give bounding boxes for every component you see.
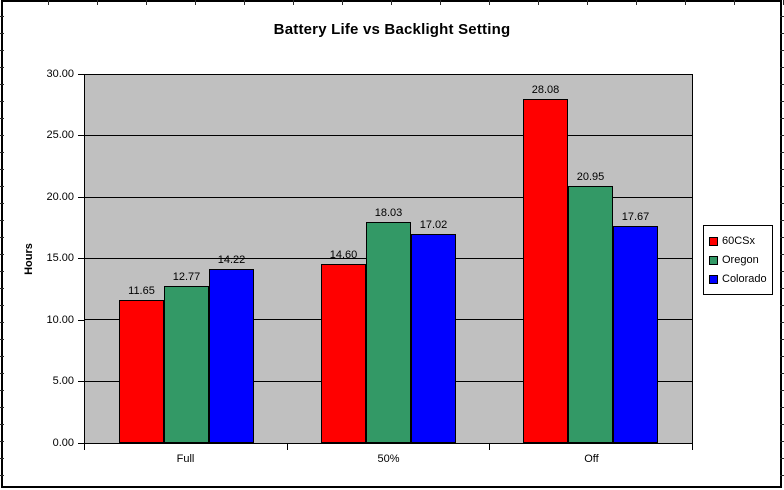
legend-label: 60CSx — [722, 235, 756, 247]
plot-area: 11.65 12.77 14.22 14.60 18.03 17.02 28.08 20.95… — [84, 74, 693, 444]
y-axis-tick-label: 15.00 — [46, 252, 74, 264]
legend-swatch — [709, 274, 718, 284]
bar-value-label: 14.22 — [217, 254, 246, 266]
legend-item-Oregon: Oregon — [709, 251, 772, 269]
bar-Colorado-50% — [411, 234, 456, 443]
y-axis-tick — [78, 197, 84, 198]
x-axis-tick — [692, 444, 693, 450]
bar-Oregon-Full — [164, 286, 209, 443]
x-category-label: 50% — [377, 453, 400, 465]
y-axis-tick-label: 0.00 — [52, 437, 74, 449]
y-axis-tick-label: 20.00 — [46, 191, 74, 203]
spreadsheet-edge-ticks-left — [0, 0, 4, 490]
bar-Colorado-Off — [613, 226, 658, 443]
bar-value-label: 18.03 — [374, 207, 403, 219]
gridline — [85, 197, 692, 198]
bar-60CSx-50% — [321, 264, 366, 443]
spreadsheet-edge-ticks-right — [780, 0, 784, 490]
bar-Oregon-50% — [366, 222, 411, 443]
x-category-label: Off — [584, 453, 599, 465]
bar-value-label: 14.60 — [329, 249, 358, 261]
legend-swatch — [709, 236, 718, 246]
y-axis-tick-label: 10.00 — [46, 314, 74, 326]
x-axis-tick — [489, 444, 490, 450]
legend-label: Colorado — [722, 273, 767, 285]
y-axis-tick-label: 5.00 — [52, 375, 74, 387]
bar-value-label: 17.67 — [621, 211, 650, 223]
x-axis-tick — [84, 444, 85, 450]
bar-Oregon-Off — [568, 186, 613, 443]
y-axis-tick — [78, 74, 84, 75]
x-category-label: Full — [176, 453, 195, 465]
spreadsheet-edge-ticks-top — [0, 0, 784, 5]
y-axis-tick — [78, 443, 84, 444]
legend-label: Oregon — [722, 254, 759, 266]
bar-Colorado-Full — [209, 269, 254, 443]
y-axis-tick — [78, 381, 84, 382]
bar-60CSx-Full — [119, 300, 164, 443]
bar-value-label: 20.95 — [576, 171, 605, 183]
x-axis-tick — [287, 444, 288, 450]
bar-value-label: 17.02 — [419, 219, 448, 231]
y-axis-tick — [78, 258, 84, 259]
legend: 60CSx Oregon Colorado — [703, 225, 773, 295]
bar-value-label: 28.08 — [531, 84, 560, 96]
legend-swatch — [709, 255, 718, 265]
y-axis-tick-label: 25.00 — [46, 129, 74, 141]
bar-60CSx-Off — [523, 99, 568, 443]
bar-value-label: 12.77 — [172, 271, 201, 283]
chart-title: Battery Life vs Backlight Setting — [273, 21, 511, 38]
y-axis-tick — [78, 135, 84, 136]
legend-item-60CSx: 60CSx — [709, 232, 772, 250]
y-axis-tick — [78, 320, 84, 321]
y-axis-tick-label: 30.00 — [46, 68, 74, 80]
bar-value-label: 11.65 — [128, 285, 155, 297]
gridline — [85, 135, 692, 136]
legend-item-Colorado: Colorado — [709, 270, 772, 288]
